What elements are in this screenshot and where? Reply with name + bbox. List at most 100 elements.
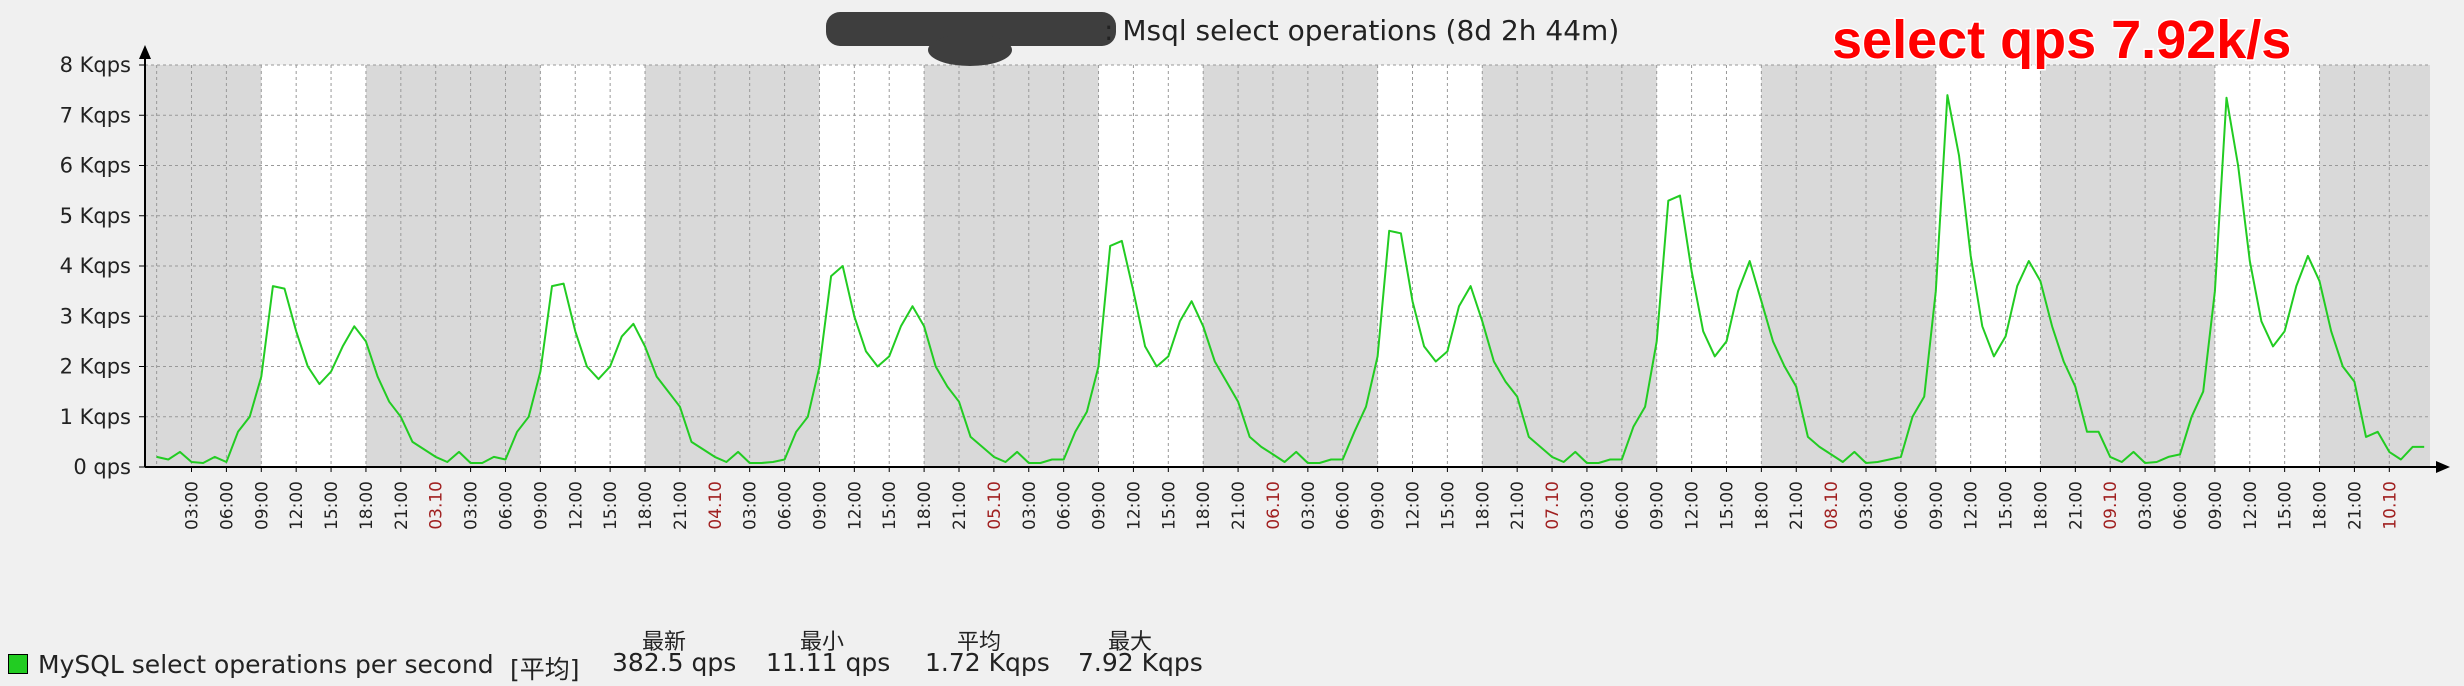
x-tick-label: 21:00 — [671, 481, 691, 530]
y-tick-label: 0 qps — [73, 455, 131, 479]
x-tick-label: 15:00 — [2276, 481, 2296, 530]
legend-value-last: 382.5 qps — [612, 648, 737, 677]
x-tick-label: 09.10 — [2101, 481, 2121, 530]
x-tick-label: 03:00 — [462, 481, 482, 530]
legend-value-max: 7.92 Kqps — [1078, 648, 1203, 677]
legend: MySQL select operations per second [平均] … — [0, 624, 1250, 686]
x-tick-label: 09:00 — [1369, 481, 1389, 530]
y-tick-label: 2 Kqps — [60, 355, 131, 379]
x-tick-label: 21:00 — [1787, 481, 1807, 530]
x-tick-label: 03.10 — [427, 481, 447, 530]
axes — [139, 45, 2450, 473]
x-tick-label: 21:00 — [1229, 481, 1249, 530]
x-tick-label: 21:00 — [2345, 481, 2365, 530]
x-tick-label: 18:00 — [636, 481, 656, 530]
y-tick-label: 3 Kqps — [60, 304, 131, 328]
x-tick-label: 12:00 — [1962, 481, 1982, 530]
x-tick-label: 10.10 — [2380, 481, 2400, 530]
x-tick-label: 09:00 — [1927, 481, 1947, 530]
y-tick-label: 4 Kqps — [60, 254, 131, 278]
series-line — [156, 94, 2425, 464]
x-tick-label: 06:00 — [1613, 481, 1633, 530]
x-tick-label: 03:00 — [2136, 481, 2156, 530]
x-tick-label: 09:00 — [531, 481, 551, 530]
x-tick-label: 03:00 — [1020, 481, 1040, 530]
x-axis-arrow — [2436, 461, 2450, 473]
x-tick-label: 18:00 — [357, 481, 377, 530]
x-tick-label: 08.10 — [1822, 481, 1842, 530]
x-tick-label: 06.10 — [1264, 481, 1284, 530]
x-tick-label: 03:00 — [183, 481, 203, 530]
x-tick-label: 15:00 — [880, 481, 900, 530]
x-tick-label: 18:00 — [1473, 481, 1493, 530]
x-tick-label: 21:00 — [950, 481, 970, 530]
x-tick-label: 09:00 — [2206, 481, 2226, 530]
x-tick-label: 03:00 — [1857, 481, 1877, 530]
day-band — [1656, 65, 1762, 467]
x-tick-label: 18:00 — [2311, 481, 2331, 530]
x-tick-label: 09:00 — [252, 481, 272, 530]
legend-swatch — [8, 654, 28, 674]
x-tick-label: 18:00 — [1194, 481, 1214, 530]
series-layer — [156, 94, 2425, 464]
y-tick-label: 1 Kqps — [60, 405, 131, 429]
x-tick-label: 15:00 — [1717, 481, 1737, 530]
x-tick-label: 18:00 — [915, 481, 935, 530]
x-tick-label: 06:00 — [1055, 481, 1075, 530]
annotation-text: select qps 7.92k/s — [1832, 10, 2291, 70]
x-tick-label: 12:00 — [1683, 481, 1703, 530]
y-tick-labels: 0 qps 1 Kqps 2 Kqps 3 Kqps 4 Kqps 5 Kqps 6 Kqp… — [60, 53, 145, 479]
legend-series-name: MySQL select operations per second — [38, 650, 494, 679]
x-tick-label: 12:00 — [2241, 481, 2261, 530]
x-tick-label: 06:00 — [217, 481, 237, 530]
x-tick-label: 15:00 — [1159, 481, 1179, 530]
legend-function: [平均] — [510, 655, 580, 684]
x-tick-label: 15:00 — [601, 481, 621, 530]
x-tick-label: 15:00 — [322, 481, 342, 530]
x-tick-label: 12:00 — [1124, 481, 1144, 530]
x-tick-label: 03:00 — [1299, 481, 1319, 530]
x-tick-label: 06:00 — [1892, 481, 1912, 530]
x-tick-label: 21:00 — [2066, 481, 2086, 530]
x-tick-label: 09:00 — [1090, 481, 1110, 530]
x-tick-label: 03:00 — [1578, 481, 1598, 530]
x-tick-label: 18:00 — [1752, 481, 1772, 530]
x-tick-label: 04.10 — [706, 481, 726, 530]
legend-header-min: 最小 — [800, 630, 845, 655]
chart-title: : Msql select operations (8d 2h 44m) — [1104, 14, 1619, 47]
x-tick-label: 05.10 — [985, 481, 1005, 530]
x-tick-label: 12:00 — [845, 481, 865, 530]
x-tick-label: 12:00 — [566, 481, 586, 530]
x-tick-labels: 03:00 06:00 09:00 12:00 15:00 18:00 21:00 03.10… — [183, 467, 2400, 530]
x-tick-label: 12:00 — [287, 481, 307, 530]
day-band — [540, 65, 646, 467]
legend-header-last: 最新 — [642, 630, 687, 655]
x-tick-label: 21:00 — [1508, 481, 1528, 530]
legend-header-avg: 平均 — [957, 630, 1002, 655]
x-tick-label: 09:00 — [810, 481, 830, 530]
x-tick-label: 15:00 — [1438, 481, 1458, 530]
x-tick-label: 06:00 — [776, 481, 796, 530]
x-tick-label: 07.10 — [1543, 481, 1563, 530]
x-tick-label: 18:00 — [2031, 481, 2051, 530]
y-tick-label: 5 Kqps — [60, 204, 131, 228]
x-tick-label: 09:00 — [1648, 481, 1668, 530]
y-axis-arrow — [139, 45, 151, 59]
redaction-blot — [826, 12, 1116, 46]
legend-header-max: 最大 — [1108, 630, 1153, 655]
legend-value-avg: 1.72 Kqps — [925, 648, 1050, 677]
x-tick-label: 06:00 — [1334, 481, 1354, 530]
x-tick-label: 15:00 — [1997, 481, 2017, 530]
y-tick-label: 6 Kqps — [60, 154, 131, 178]
gridlines — [145, 64, 2430, 467]
legend-value-min: 11.11 qps — [766, 648, 891, 677]
x-tick-label: 06:00 — [496, 481, 516, 530]
redaction-blot — [928, 34, 1012, 66]
x-tick-label: 21:00 — [392, 481, 412, 530]
y-tick-label: 7 Kqps — [60, 103, 131, 127]
day-band — [1098, 65, 1204, 467]
x-tick-label: 06:00 — [2171, 481, 2191, 530]
y-tick-label: 8 Kqps — [60, 53, 131, 77]
x-tick-label: 03:00 — [741, 481, 761, 530]
